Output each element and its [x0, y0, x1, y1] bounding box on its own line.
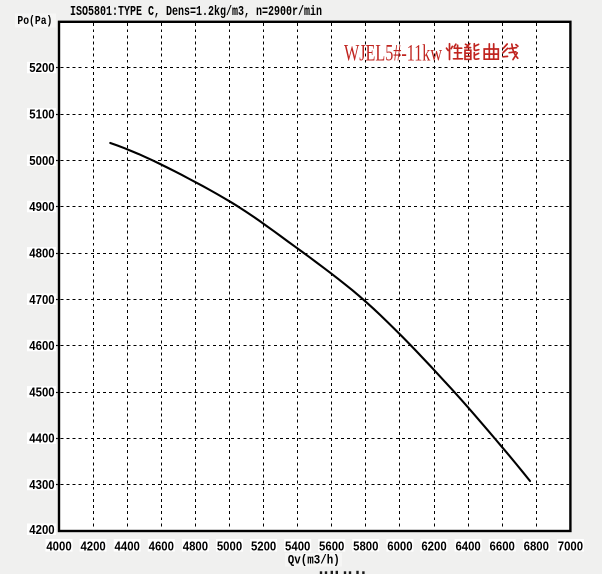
svg-text:4200: 4200: [80, 538, 105, 553]
svg-text:Po(Pa): Po(Pa): [17, 14, 52, 28]
svg-text:4900: 4900: [29, 199, 54, 214]
svg-text:4700: 4700: [29, 292, 54, 307]
svg-text:ISO5801:TYPE C, Dens=1.2kg/m3,: ISO5801:TYPE C, Dens=1.2kg/m3, n=2900r/m…: [70, 4, 322, 20]
svg-text:6600: 6600: [490, 538, 515, 553]
svg-text:5000: 5000: [217, 538, 242, 553]
svg-text:6400: 6400: [455, 538, 480, 553]
svg-text:6200: 6200: [421, 538, 446, 553]
svg-text:4400: 4400: [115, 538, 140, 553]
svg-text:5800: 5800: [353, 538, 378, 553]
svg-text:4800: 4800: [183, 538, 208, 553]
svg-text:4600: 4600: [149, 538, 174, 553]
svg-text:4500: 4500: [29, 384, 54, 399]
svg-text:5000: 5000: [29, 153, 54, 168]
svg-text:WJEL5#-11kw: WJEL5#-11kw: [344, 41, 442, 66]
svg-text:5200: 5200: [29, 60, 54, 75]
svg-text:5400: 5400: [285, 538, 310, 553]
svg-text:4800: 4800: [29, 245, 54, 260]
svg-text:5200: 5200: [251, 538, 276, 553]
svg-text:4300: 4300: [29, 477, 54, 492]
svg-text:4600: 4600: [29, 338, 54, 353]
svg-text:6000: 6000: [387, 538, 412, 553]
svg-text:6800: 6800: [524, 538, 549, 553]
svg-text:Qv(m3/h): Qv(m3/h): [288, 553, 340, 568]
svg-text:5600: 5600: [319, 538, 344, 553]
svg-text:7000: 7000: [558, 538, 583, 553]
svg-text:5100: 5100: [29, 106, 54, 121]
svg-text:4000: 4000: [46, 538, 71, 553]
svg-text:4200: 4200: [29, 522, 54, 537]
svg-text:4400: 4400: [29, 431, 54, 446]
